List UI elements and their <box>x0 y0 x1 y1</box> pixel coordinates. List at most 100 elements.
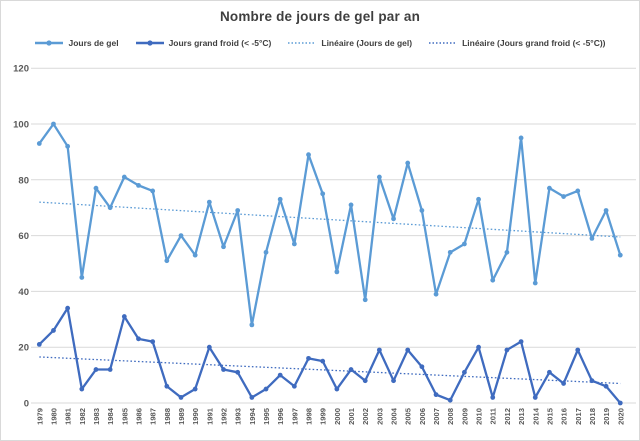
data-point <box>376 347 382 353</box>
legend-label: Linéaire (Jours de gel) <box>321 38 413 48</box>
x-tick-label: 2013 <box>517 408 526 425</box>
data-point <box>221 367 226 372</box>
data-point <box>405 160 411 166</box>
data-point <box>447 249 453 255</box>
x-tick-label: 1987 <box>149 408 158 425</box>
y-tick-label: 80 <box>18 175 29 186</box>
trendline-1 <box>39 356 621 385</box>
legend-label: Jours de gel <box>68 38 119 48</box>
data-point <box>504 347 510 353</box>
x-tick-label: 1983 <box>92 408 101 425</box>
x-tick-label: 2009 <box>460 408 469 425</box>
x-tick-label: 2003 <box>375 408 384 425</box>
data-point <box>476 196 481 202</box>
data-point <box>348 367 354 372</box>
data-point <box>348 202 354 208</box>
data-point <box>447 397 453 403</box>
data-point <box>561 381 566 386</box>
data-point <box>291 241 297 247</box>
x-tick-label: 1992 <box>220 408 229 425</box>
data-point <box>462 369 467 375</box>
dotted-line-icon <box>429 42 458 44</box>
x-tick-label: 2019 <box>602 408 611 425</box>
series-markers-0 <box>36 121 623 328</box>
data-point <box>93 185 99 191</box>
x-tick-label: 1985 <box>120 407 129 425</box>
data-point <box>306 355 311 361</box>
data-point <box>79 386 85 392</box>
y-axis-labels: 0 20 40 60 80 100 120 <box>13 64 29 410</box>
data-point <box>518 135 524 141</box>
x-tick-label: 1980 <box>49 408 58 425</box>
line-marker-icon <box>35 40 64 46</box>
data-point <box>362 378 368 384</box>
data-point <box>277 196 283 202</box>
dotted-line-icon <box>288 42 317 44</box>
x-tick-label: 1998 <box>305 408 314 425</box>
x-tick-label: 2018 <box>588 408 597 425</box>
x-tick-label: 2016 <box>560 408 569 425</box>
x-tick-label: 1981 <box>64 407 73 425</box>
data-point <box>603 208 609 213</box>
series-markers-1 <box>36 305 623 406</box>
legend-label: Jours grand froid (< -5°C) <box>168 38 272 48</box>
x-tick-label: 1993 <box>234 408 243 425</box>
data-point <box>490 277 496 283</box>
data-point <box>617 400 623 406</box>
x-tick-label: 2007 <box>432 408 441 425</box>
x-tick-label: 2004 <box>390 407 399 425</box>
data-point <box>178 395 184 400</box>
data-point <box>107 367 113 372</box>
data-point <box>150 188 156 194</box>
legend-label: Linéaire (Jours grand froid (< -5°C)) <box>462 38 606 48</box>
data-point <box>79 275 85 280</box>
data-point <box>206 199 212 205</box>
data-point <box>136 182 141 188</box>
y-tick-label: 120 <box>13 64 29 75</box>
data-point <box>547 185 552 191</box>
data-point <box>476 344 481 350</box>
data-point <box>334 269 340 275</box>
legend-item-lineaire-jours-de-gel: Linéaire (Jours de gel) <box>287 38 412 48</box>
x-tick-label: 2000 <box>333 408 342 425</box>
x-tick-label: 2006 <box>418 408 427 425</box>
x-tick-label: 2015 <box>545 407 554 425</box>
gridlines <box>31 67 636 404</box>
data-point <box>206 344 212 350</box>
x-tick-label: 1990 <box>191 408 200 425</box>
data-point <box>51 121 56 127</box>
x-tick-label: 1996 <box>276 408 285 425</box>
data-point <box>532 280 538 286</box>
y-tick-label: 0 <box>24 399 29 410</box>
data-point <box>376 174 382 180</box>
data-point <box>419 364 425 370</box>
data-point <box>589 235 595 241</box>
x-tick-label: 1984 <box>106 407 115 425</box>
data-point <box>518 339 524 345</box>
data-point <box>617 252 623 258</box>
x-tick-label: 2008 <box>446 408 455 425</box>
data-point <box>51 328 56 333</box>
legend-item-lineaire-jours-grand-froid: Linéaire (Jours grand froid (< -5°C)) <box>428 38 606 48</box>
data-point <box>547 369 552 375</box>
data-point <box>36 141 42 146</box>
data-point <box>249 395 255 400</box>
x-tick-label: 1999 <box>319 408 328 425</box>
x-tick-label: 1986 <box>134 408 143 425</box>
data-point <box>405 347 411 353</box>
series-line-1 <box>38 306 622 405</box>
data-point <box>575 188 581 194</box>
data-point <box>150 339 156 345</box>
x-tick-label: 2020 <box>616 408 625 425</box>
x-tick-label: 2011 <box>489 407 498 424</box>
x-tick-label: 1991 <box>205 407 214 425</box>
data-point <box>433 291 439 297</box>
chart-title: Nombre de jours de gel par an <box>219 9 421 24</box>
data-point <box>490 395 496 400</box>
x-tick-label: 1995 <box>262 407 271 425</box>
y-tick-label: 20 <box>18 343 29 354</box>
x-tick-label: 2017 <box>574 408 583 425</box>
x-axis-labels: 1979 1980 1981 1982 1983 1984 1985 1986 1987 1988… <box>35 407 625 425</box>
data-point <box>320 358 326 364</box>
